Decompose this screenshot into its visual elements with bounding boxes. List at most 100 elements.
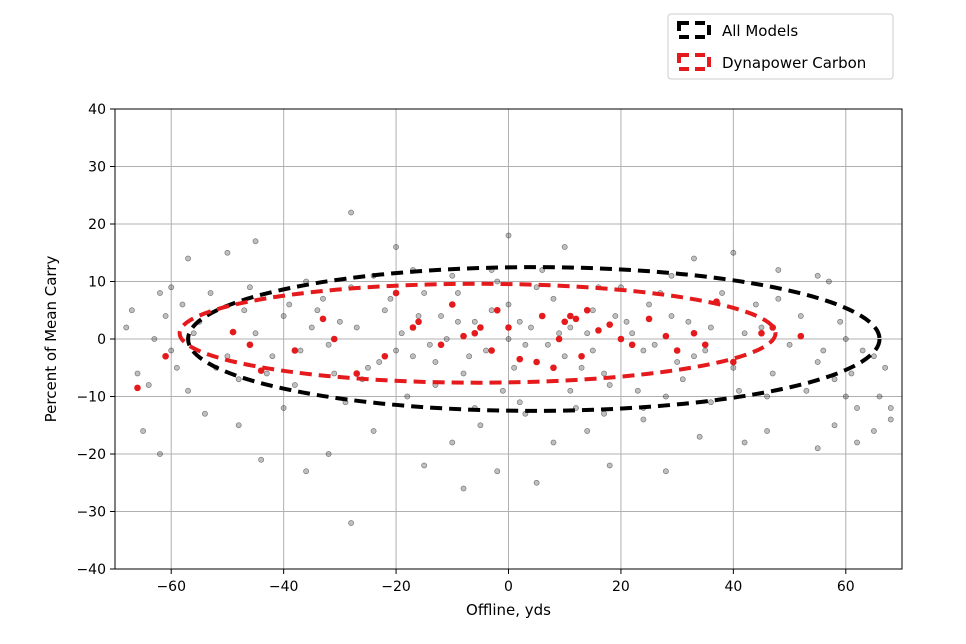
data-point <box>448 301 456 308</box>
data-point <box>859 347 866 354</box>
data-point <box>162 313 169 319</box>
data-point <box>269 353 276 360</box>
data-point <box>381 352 389 360</box>
data-point <box>550 364 557 372</box>
data-point <box>157 451 163 457</box>
data-point <box>511 364 518 371</box>
data-point <box>437 341 445 349</box>
data-point <box>128 307 135 314</box>
data-point <box>854 405 860 411</box>
data-point <box>370 428 377 434</box>
data-point <box>567 387 574 394</box>
data-point <box>241 307 248 314</box>
data-point <box>477 324 484 331</box>
data-point <box>426 341 433 348</box>
data-point <box>471 329 479 337</box>
data-point <box>854 439 860 446</box>
data-point <box>404 393 411 400</box>
data-point <box>629 330 636 337</box>
data-point <box>493 306 501 314</box>
legend: All Models Dynapower Carbon <box>667 13 894 80</box>
plot-marks <box>123 209 894 526</box>
data-point <box>185 255 191 262</box>
data-point <box>556 330 562 337</box>
data-point <box>140 428 147 434</box>
data-point <box>786 341 793 348</box>
data-point <box>601 410 607 417</box>
data-point <box>617 335 625 343</box>
data-point <box>870 353 877 360</box>
data-point <box>538 312 546 320</box>
data-point <box>516 399 523 406</box>
data-point <box>134 384 141 392</box>
data-point <box>831 376 838 383</box>
data-point <box>887 405 894 411</box>
data-point <box>826 278 832 285</box>
y-tick-label: 30 <box>88 160 106 176</box>
data-point <box>134 370 141 377</box>
data-point <box>505 301 512 308</box>
data-point <box>157 290 163 296</box>
data-point <box>455 290 461 296</box>
data-point <box>325 341 332 348</box>
data-point <box>246 341 254 349</box>
data-point <box>190 330 197 337</box>
data-point <box>179 301 186 308</box>
data-point <box>308 324 315 331</box>
data-point <box>691 255 697 262</box>
data-point <box>561 318 569 326</box>
data-point <box>303 468 310 475</box>
data-point <box>505 336 512 342</box>
data-point <box>663 393 669 400</box>
data-point <box>764 428 770 434</box>
data-point <box>814 445 821 452</box>
data-point <box>258 456 265 463</box>
data-point <box>466 353 473 360</box>
grid-lines <box>115 108 902 570</box>
data-point <box>663 468 669 475</box>
data-point <box>583 306 591 314</box>
data-point <box>398 330 405 337</box>
data-point <box>488 307 495 314</box>
data-point <box>443 336 450 342</box>
data-point <box>331 370 338 377</box>
x-tick-label: 20 <box>612 579 630 595</box>
data-point <box>814 359 821 365</box>
data-point <box>522 341 529 348</box>
data-point <box>775 295 782 302</box>
data-point <box>168 284 175 291</box>
y-axis-label: Percent of Mean Carry <box>42 256 60 423</box>
axis-ticks: −60 −40 −20 0 20 40 60 −40 −30 −20 −10 0 10 20 30 40 <box>76 102 854 595</box>
y-tick-label: 20 <box>88 217 106 233</box>
data-point <box>628 341 636 349</box>
data-point <box>449 272 456 279</box>
data-point <box>455 318 461 325</box>
data-point <box>528 324 534 331</box>
x-tick-label: −20 <box>381 579 411 595</box>
data-point <box>640 347 647 354</box>
data-point <box>668 313 675 319</box>
data-point <box>567 324 574 331</box>
legend-swatch-dynapower-carbon <box>677 53 711 71</box>
data-point <box>870 428 877 434</box>
data-point <box>123 324 130 331</box>
data-point <box>516 355 524 363</box>
data-point <box>381 307 388 314</box>
data-point <box>533 358 540 366</box>
data-point <box>421 290 428 296</box>
data-point <box>348 209 354 216</box>
y-tick-label: −30 <box>76 505 106 521</box>
x-tick-label: 0 <box>504 579 513 595</box>
data-point <box>330 335 338 343</box>
data-point <box>168 347 175 354</box>
data-point <box>775 267 782 273</box>
data-point <box>702 347 709 354</box>
data-point <box>690 329 698 337</box>
data-point <box>235 376 242 383</box>
data-point <box>505 232 512 239</box>
data-point <box>696 433 703 440</box>
data-point <box>494 278 501 285</box>
data-point <box>842 393 849 400</box>
data-point <box>589 347 596 354</box>
x-tick-label: 60 <box>837 579 855 595</box>
